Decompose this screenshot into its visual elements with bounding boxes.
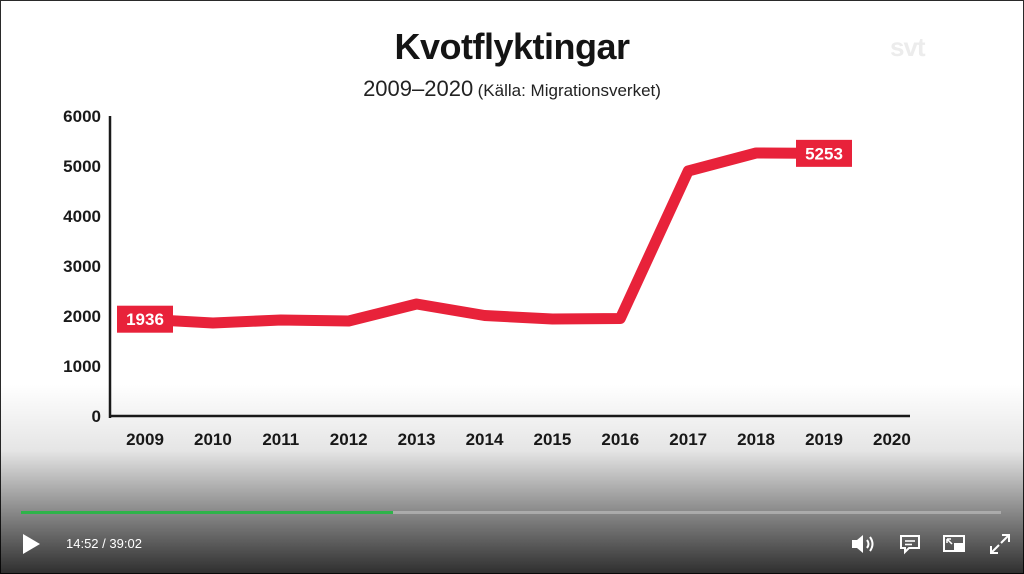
x-tick-label: 2018 (737, 430, 775, 449)
series-line (144, 147, 825, 329)
picture-in-picture-icon (943, 535, 965, 552)
data-label: 5253 (805, 144, 843, 163)
progress-bar[interactable] (21, 511, 1001, 514)
chart-subtitle: 2009–2020 (Källa: Migrationsverket) (0, 76, 1024, 102)
data-label-box (117, 305, 173, 333)
duration: 39:02 (109, 536, 142, 551)
y-tick-label: 1000 (63, 357, 101, 376)
x-tick-label: 2019 (805, 430, 843, 449)
x-tick-label: 2013 (398, 430, 436, 449)
x-tick-label: 2017 (669, 430, 707, 449)
x-tick-label: 2012 (330, 430, 368, 449)
svt-watermark: svt (890, 32, 926, 62)
x-tick-label: 2010 (194, 430, 232, 449)
play-icon (23, 534, 40, 554)
x-tick-label: 2014 (466, 430, 504, 449)
picture-in-picture-button[interactable] (942, 532, 968, 556)
x-tick-label: 2009 (126, 430, 164, 449)
volume-button[interactable] (850, 532, 878, 556)
y-tick-label: 0 (92, 407, 101, 426)
play-button[interactable] (20, 532, 42, 556)
fullscreen-button[interactable] (988, 532, 1012, 556)
x-tick-label: 2020 (873, 430, 911, 449)
chart-title: Kvotflyktingar (394, 26, 630, 67)
player-controls: 14:52 / 39:02 (0, 524, 1024, 564)
subtitle-source: (Källa: Migrationsverket) (477, 81, 661, 100)
subtitles-button[interactable] (898, 532, 922, 556)
y-tick-label: 3000 (63, 257, 101, 276)
x-tick-label: 2016 (601, 430, 639, 449)
volume-icon (852, 535, 874, 553)
progress-bar-fill (21, 511, 394, 514)
y-tick-label: 2000 (63, 307, 101, 326)
x-tick-label: 2015 (533, 430, 571, 449)
time-separator: / (98, 536, 110, 551)
current-time: 14:52 (66, 536, 99, 551)
y-tick-label: 5000 (63, 157, 101, 176)
subtitle-years: 2009–2020 (363, 76, 474, 101)
time-display: 14:52 / 39:02 (66, 536, 142, 551)
data-label: 1936 (126, 310, 164, 329)
x-tick-label: 2011 (262, 430, 299, 449)
y-tick-label: 6000 (63, 107, 101, 126)
data-label-box (796, 139, 852, 167)
fullscreen-icon (990, 534, 1010, 554)
subtitles-icon (900, 535, 920, 555)
y-tick-label: 4000 (63, 207, 101, 226)
